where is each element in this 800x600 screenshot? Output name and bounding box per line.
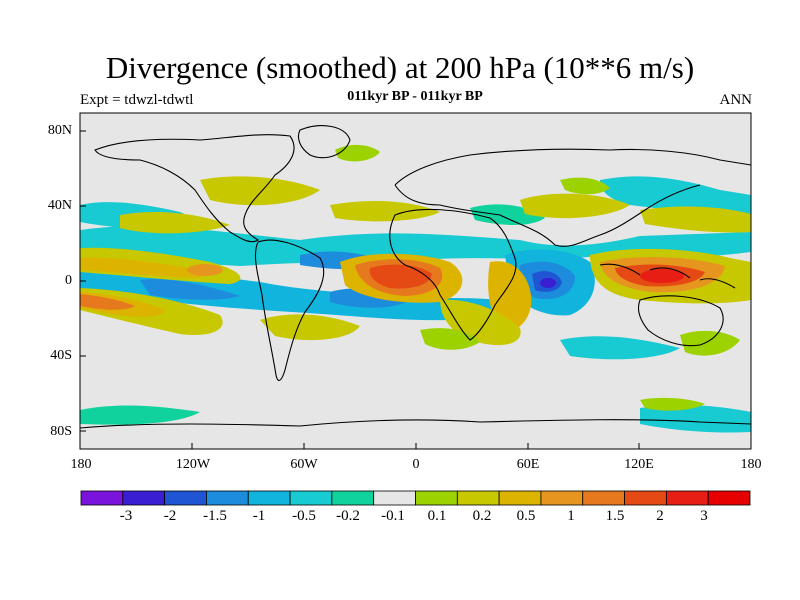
- field-region-negative: [80, 226, 751, 266]
- colorbar-swatch: [247, 490, 291, 506]
- coastline-australia: [637, 295, 724, 347]
- field-region-positive: [80, 294, 135, 310]
- colorbar-swatch: [415, 490, 458, 506]
- colorbar-label: 3: [700, 508, 708, 524]
- colorbar-label: -3: [119, 508, 133, 524]
- field-region-positive: [80, 257, 205, 278]
- field-region-positive: [520, 193, 630, 219]
- lat-label-80s: 80S: [50, 424, 72, 439]
- field-region-positive: [640, 397, 705, 411]
- period-subtitle: 011kyr BP - 011kyr BP: [347, 89, 483, 104]
- colorbar: [80, 490, 751, 506]
- colorbar-swatch: [206, 490, 249, 506]
- colorbar-swatch: [707, 490, 751, 506]
- colorbar-label: -2: [163, 508, 177, 524]
- field-region-negative: [80, 405, 200, 425]
- coastlines: [80, 125, 751, 429]
- map-ticks: [80, 130, 640, 449]
- coastline-antarctica: [80, 419, 751, 429]
- lon-label-180e: 180: [740, 457, 762, 472]
- colorbar-swatch: [164, 490, 207, 506]
- colorbar-swatch: [498, 490, 542, 506]
- colorbar-swatch: [289, 490, 333, 506]
- colorbar-label: 1: [567, 508, 575, 524]
- coastline-africa: [389, 208, 517, 341]
- colorbar-swatch: [122, 490, 166, 506]
- colorbar-label: 0.2: [472, 508, 492, 524]
- colorbar-swatch: [665, 490, 709, 506]
- colorbar-label: -0.5: [292, 508, 316, 524]
- season-label: ANN: [719, 92, 753, 108]
- lat-label-40s: 40S: [50, 348, 72, 363]
- experiment-label: Expt = tdwzl-tdwtl: [80, 92, 194, 108]
- colorbar-label: -1: [252, 508, 266, 524]
- colorbar-swatch: [624, 490, 667, 506]
- coastline-maritime-continent: [599, 263, 736, 289]
- field-region-positive: [640, 269, 684, 283]
- lat-label-80n: 80N: [47, 123, 72, 138]
- lon-label-120w: 120W: [175, 457, 211, 472]
- field-region-positive: [369, 264, 432, 289]
- field-region-positive: [330, 200, 440, 222]
- field-region-positive: [680, 330, 740, 356]
- colorbar-swatch: [540, 490, 584, 506]
- lon-label-60w: 60W: [290, 457, 318, 472]
- colorbar-swatch: [582, 490, 625, 506]
- colorbar-label: 1.5: [605, 508, 625, 524]
- field-region-negative: [140, 279, 240, 300]
- colorbar-swatch: [456, 490, 500, 506]
- colorbar-label: 0.5: [516, 508, 536, 524]
- lon-label-180w: 180: [70, 457, 92, 472]
- field-region-positive: [200, 176, 320, 206]
- field-region-negative: [540, 278, 556, 288]
- field-region-negative: [640, 405, 751, 433]
- lon-label-60e: 60E: [516, 457, 540, 472]
- field-region-positive: [640, 206, 751, 233]
- colorbar-label: -0.2: [336, 508, 360, 524]
- field-region-negative: [560, 336, 680, 360]
- colorbar-swatch: [331, 490, 375, 506]
- lat-label-0: 0: [65, 273, 72, 288]
- coastline-greenland: [297, 125, 351, 159]
- colorbar-swatch: [373, 490, 416, 506]
- colorbar-label: -0.1: [381, 508, 405, 524]
- colorbar-label: 2: [656, 508, 664, 524]
- colorbar-swatch: [80, 490, 124, 506]
- coastline-europe-asia: [394, 148, 751, 247]
- coastline-south-america: [254, 239, 325, 381]
- field-region-negative: [600, 176, 751, 215]
- coastline-north-america: [94, 134, 295, 243]
- lat-label-40n: 40N: [47, 198, 72, 213]
- field-region-positive: [560, 177, 610, 195]
- field-region-positive: [335, 144, 380, 162]
- field-region-positive: [260, 314, 360, 341]
- colorbar-label: -1.5: [203, 508, 227, 524]
- field-region-positive: [120, 211, 230, 234]
- plot-title: Divergence (smoothed) at 200 hPa (10**6 …: [105, 50, 695, 85]
- lon-label-120e: 120E: [624, 457, 654, 472]
- colorbar-label: 0.1: [427, 508, 447, 524]
- divergence-field: [80, 144, 751, 433]
- lon-label-0: 0: [412, 457, 420, 472]
- field-region-positive: [187, 264, 223, 276]
